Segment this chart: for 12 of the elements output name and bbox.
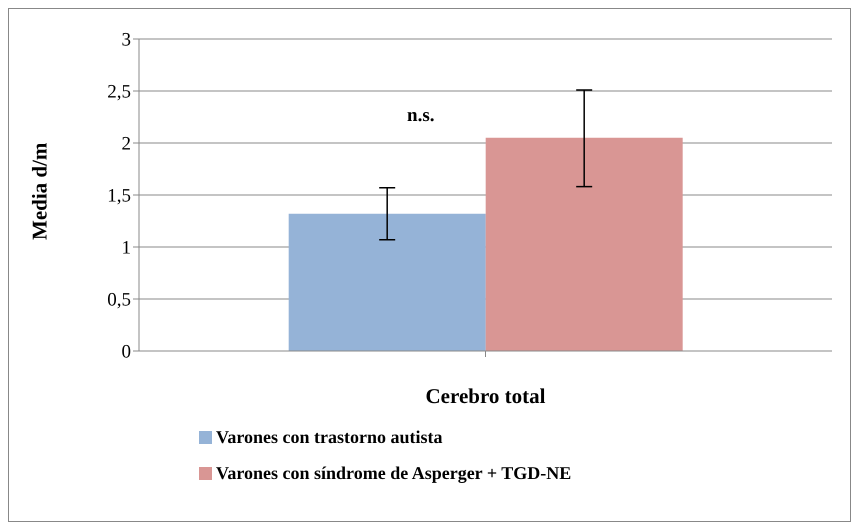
legend-label: Varones con trastorno autista [216, 426, 443, 448]
y-tick-label: 0,5 [107, 290, 131, 311]
legend-label: Varones con síndrome de Asperger + TGD-NE [216, 462, 572, 484]
y-tick-label: 2 [122, 134, 131, 155]
y-axis-title: Media d/m [27, 142, 52, 240]
x-axis-title: Cerebro total [426, 384, 546, 408]
y-tick-label: 1,5 [107, 186, 131, 207]
y-tick-label: 1 [122, 238, 131, 259]
y-tick-label: 3 [122, 30, 131, 51]
annotation: n.s. [407, 105, 434, 127]
y-tick-label: 0 [122, 342, 131, 363]
y-tick-label: 2,5 [107, 82, 131, 103]
